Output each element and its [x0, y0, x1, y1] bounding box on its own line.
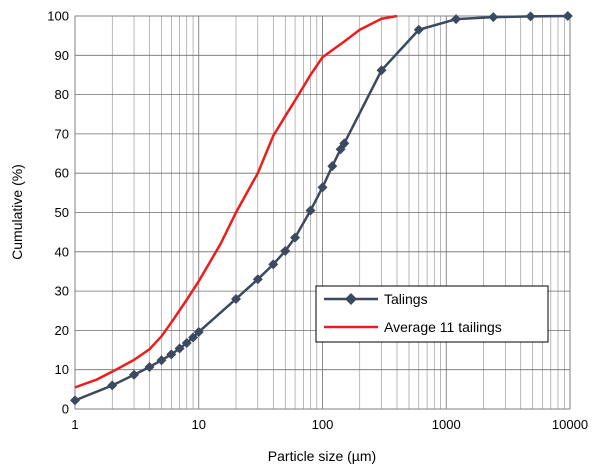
legend-marker-talings: [345, 293, 357, 305]
data-point-talings: [166, 349, 177, 360]
data-point-talings: [451, 14, 462, 25]
x-axis-title: Particle size (µm): [268, 448, 376, 464]
legend-label-talings: Talings: [384, 291, 428, 307]
series-layer: [70, 11, 573, 406]
x-tick-label: 10000: [552, 417, 588, 432]
data-point-talings: [70, 395, 80, 406]
data-point-talings: [174, 343, 185, 354]
y-axis-ticks: 0 10 20 30 40 50 60 70 80 90 100: [47, 9, 69, 417]
y-tick-label: 0: [62, 402, 69, 417]
data-point-talings: [290, 232, 301, 243]
data-point-talings: [413, 24, 424, 35]
data-point-talings: [181, 337, 192, 348]
x-tick-label: 1000: [432, 417, 461, 432]
data-point-talings: [107, 380, 118, 391]
y-tick-label: 70: [55, 126, 69, 141]
series-line-talings: [74, 14, 568, 402]
y-tick-label: 100: [47, 9, 69, 24]
x-tick-label: 100: [312, 417, 334, 432]
data-point-talings: [188, 332, 199, 343]
data-point-talings: [339, 138, 350, 149]
data-point-talings: [376, 65, 387, 76]
y-tick-label: 30: [55, 284, 69, 299]
data-point-talings: [193, 326, 204, 337]
data-point-talings: [144, 361, 155, 372]
data-point-talings: [525, 11, 536, 22]
y-tick-label: 40: [55, 244, 69, 259]
y-tick-label: 50: [55, 205, 69, 220]
x-tick-label: 1: [71, 417, 78, 432]
data-point-talings: [156, 355, 167, 366]
x-axis-ticks: 1 10 100 1000 10000: [71, 417, 588, 432]
series-line-average: [74, 14, 398, 389]
plot-area-frame: [74, 15, 571, 410]
y-axis-title: Cumulative (%): [9, 164, 25, 260]
legend-box: [315, 285, 549, 343]
major-gridlines: [74, 15, 571, 410]
data-point-talings: [268, 259, 279, 270]
data-point-talings: [129, 369, 140, 380]
data-point-talings: [252, 274, 263, 285]
data-point-talings: [280, 246, 291, 257]
y-tick-label: 20: [55, 323, 69, 338]
x-tick-label: 10: [192, 417, 206, 432]
y-tick-label: 90: [55, 48, 69, 63]
y-tick-label: 60: [55, 166, 69, 181]
legend: Talings Average 11 tailings: [315, 285, 549, 343]
y-tick-label: 80: [55, 87, 69, 102]
data-point-talings: [231, 293, 242, 304]
data-point-talings: [317, 182, 328, 193]
data-point-talings: [305, 205, 316, 216]
legend-label-average: Average 11 tailings: [384, 319, 502, 335]
data-point-talings: [562, 11, 573, 21]
y-tick-label: 10: [55, 362, 69, 377]
data-point-talings: [327, 161, 338, 172]
data-point-talings: [488, 12, 499, 23]
